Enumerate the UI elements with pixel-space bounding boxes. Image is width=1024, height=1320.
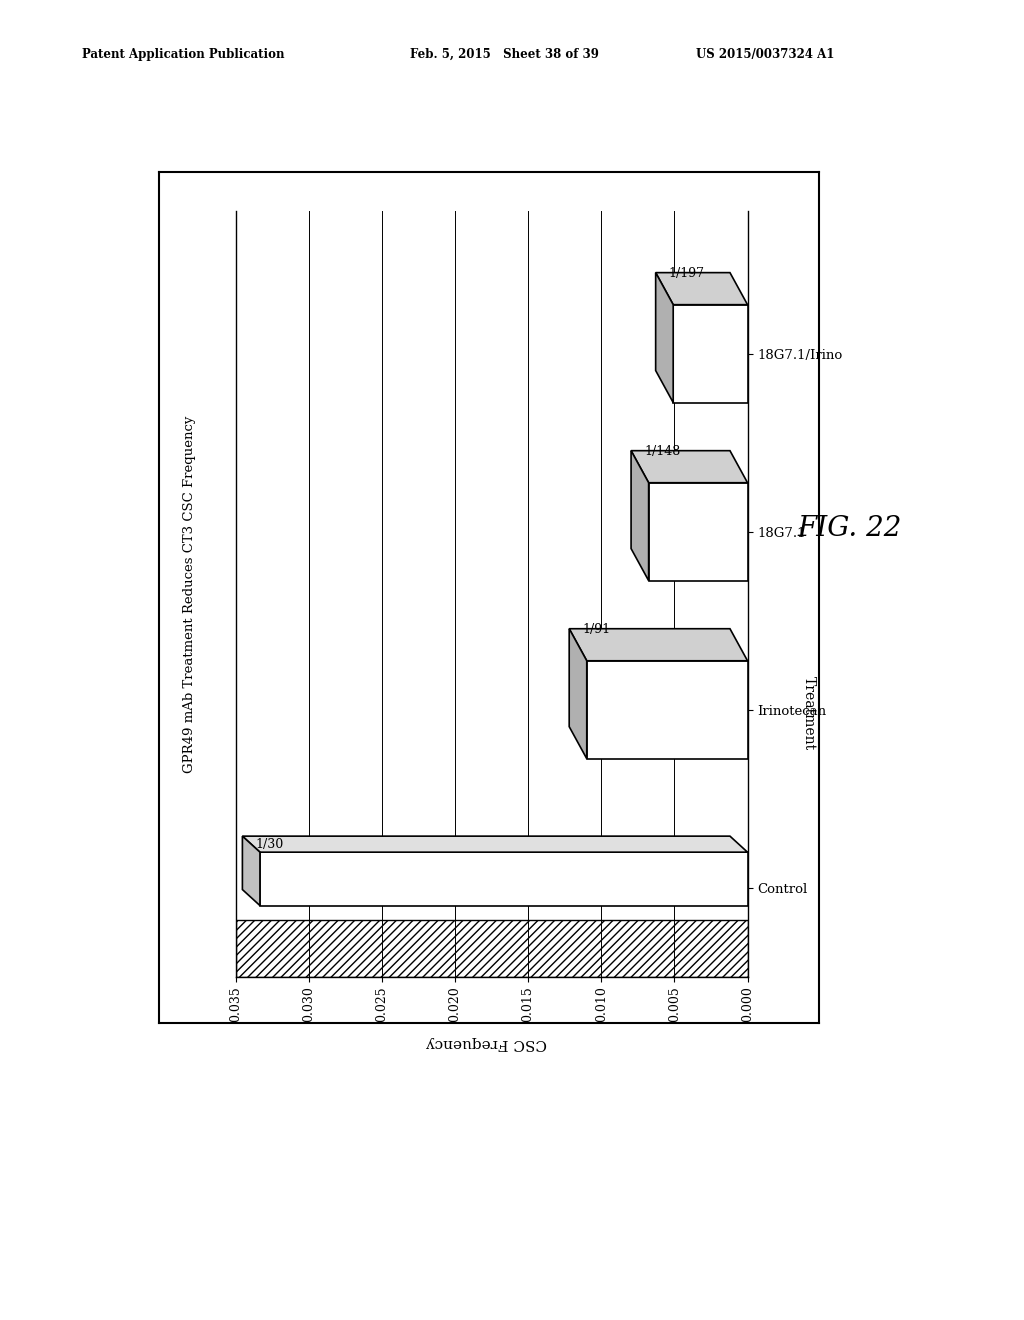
Bar: [236, 920, 748, 977]
Text: Treatment: Treatment: [802, 676, 816, 750]
Text: US 2015/0037324 A1: US 2015/0037324 A1: [696, 48, 835, 61]
Bar: [673, 305, 748, 403]
Text: Patent Application Publication: Patent Application Publication: [82, 48, 285, 61]
Bar: [587, 661, 748, 759]
Polygon shape: [569, 628, 748, 661]
Text: FIG. 22: FIG. 22: [798, 515, 902, 541]
Text: 1/91: 1/91: [583, 623, 610, 636]
Polygon shape: [631, 450, 648, 581]
Bar: [260, 853, 748, 906]
Text: 1/30: 1/30: [256, 838, 284, 850]
Polygon shape: [243, 836, 748, 853]
Polygon shape: [569, 628, 587, 759]
Text: GPR49 mAb Treatment Reduces CT3 CSC Frequency: GPR49 mAb Treatment Reduces CT3 CSC Freq…: [183, 416, 196, 772]
Bar: [648, 483, 748, 581]
Polygon shape: [655, 273, 748, 305]
Text: Feb. 5, 2015   Sheet 38 of 39: Feb. 5, 2015 Sheet 38 of 39: [410, 48, 598, 61]
Text: 1/148: 1/148: [644, 445, 681, 458]
Polygon shape: [243, 836, 260, 906]
Polygon shape: [631, 450, 748, 483]
Text: 1/197: 1/197: [669, 267, 705, 280]
Text: CSC Frequency: CSC Frequency: [426, 1036, 547, 1051]
Polygon shape: [655, 273, 673, 403]
